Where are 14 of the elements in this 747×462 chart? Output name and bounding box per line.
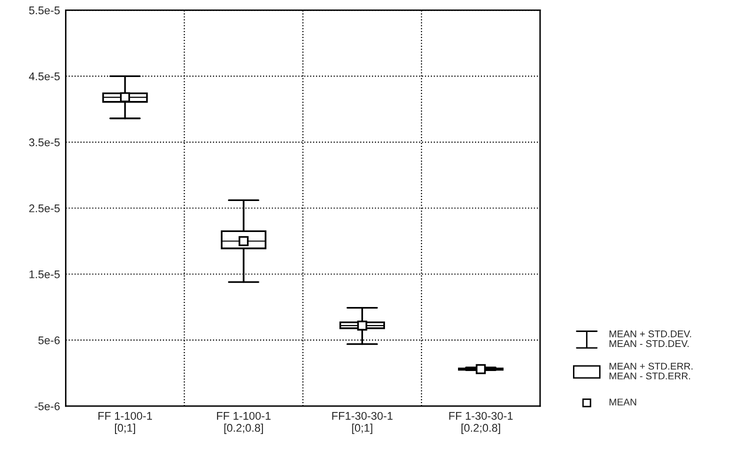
y-tick-label: 3.5e-5 [29, 138, 60, 146]
x-tick-label: FF 1-30-30-1 [0.2;0.8] [449, 412, 513, 434]
text: MEAN + STD.DEV. MEAN - STD.DEV. [610, 330, 692, 348]
x-tick-label: FF1-30-30-1 [0;1] [332, 412, 393, 434]
text: MEAN [610, 398, 636, 406]
x-tick-label: FF 1-100-1 [0.2;0.8] [217, 412, 271, 434]
y-tick-label: -5e-6 [34, 402, 60, 410]
x-tick-label: FF 1-100-1 [0;1] [98, 412, 152, 434]
y-tick-label: 2.5e-5 [29, 204, 60, 212]
y-tick-label: 1.5e-5 [30, 270, 60, 278]
text: MEAN + STD.ERR. MEAN - STD.ERR. [610, 362, 692, 380]
y-tick-label: 5e-6 [38, 336, 60, 344]
y-tick-label: 4.5e-5 [28, 72, 60, 80]
y-tick-label: 5.5e-5 [29, 6, 60, 14]
